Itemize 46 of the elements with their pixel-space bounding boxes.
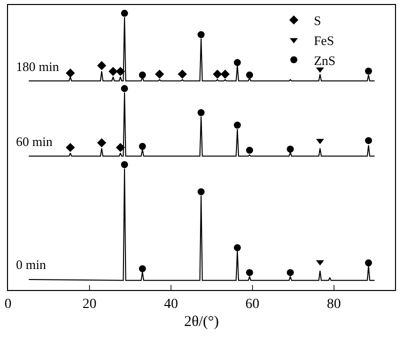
point: [121, 85, 128, 92]
series-label: 60 min: [16, 134, 53, 149]
point: [246, 269, 254, 276]
point: [138, 265, 146, 272]
legend-label: S: [314, 13, 322, 28]
x-tick-label: 60: [245, 296, 260, 312]
point: [198, 188, 205, 196]
point: [154, 70, 164, 79]
point: [198, 109, 205, 116]
point: [220, 70, 230, 79]
x-tick-label: 80: [326, 296, 341, 312]
point: [286, 269, 294, 276]
legend-label: FeS: [314, 32, 334, 48]
legend-label: ZnS: [314, 52, 336, 68]
point: [316, 138, 324, 144]
point: [286, 146, 294, 153]
point: [212, 70, 222, 79]
point: [138, 142, 146, 150]
point: [66, 142, 75, 152]
point: [97, 138, 106, 148]
point: [365, 137, 372, 144]
series-label: 180 min: [16, 59, 60, 74]
point: [246, 146, 254, 154]
x-axis-title: 2θ/(°): [184, 314, 219, 330]
x-tick-label: 40: [164, 296, 178, 312]
point: [178, 70, 187, 79]
point: [121, 10, 128, 17]
point: [108, 66, 118, 76]
point: [365, 259, 372, 266]
point: [246, 72, 254, 78]
point: [116, 66, 125, 76]
point: [234, 244, 241, 252]
point: [66, 68, 75, 78]
point: [97, 61, 106, 70]
x-tick-label: 20: [82, 296, 96, 312]
series-label: 0 min: [16, 257, 46, 272]
point: [198, 31, 205, 38]
point: [121, 161, 128, 168]
point: [234, 59, 241, 66]
point: [316, 260, 324, 266]
x-tick-label: 0: [4, 296, 12, 312]
point: [138, 72, 146, 78]
point: [316, 67, 324, 73]
point: [116, 142, 125, 152]
point: [365, 68, 372, 75]
point: [234, 122, 241, 129]
